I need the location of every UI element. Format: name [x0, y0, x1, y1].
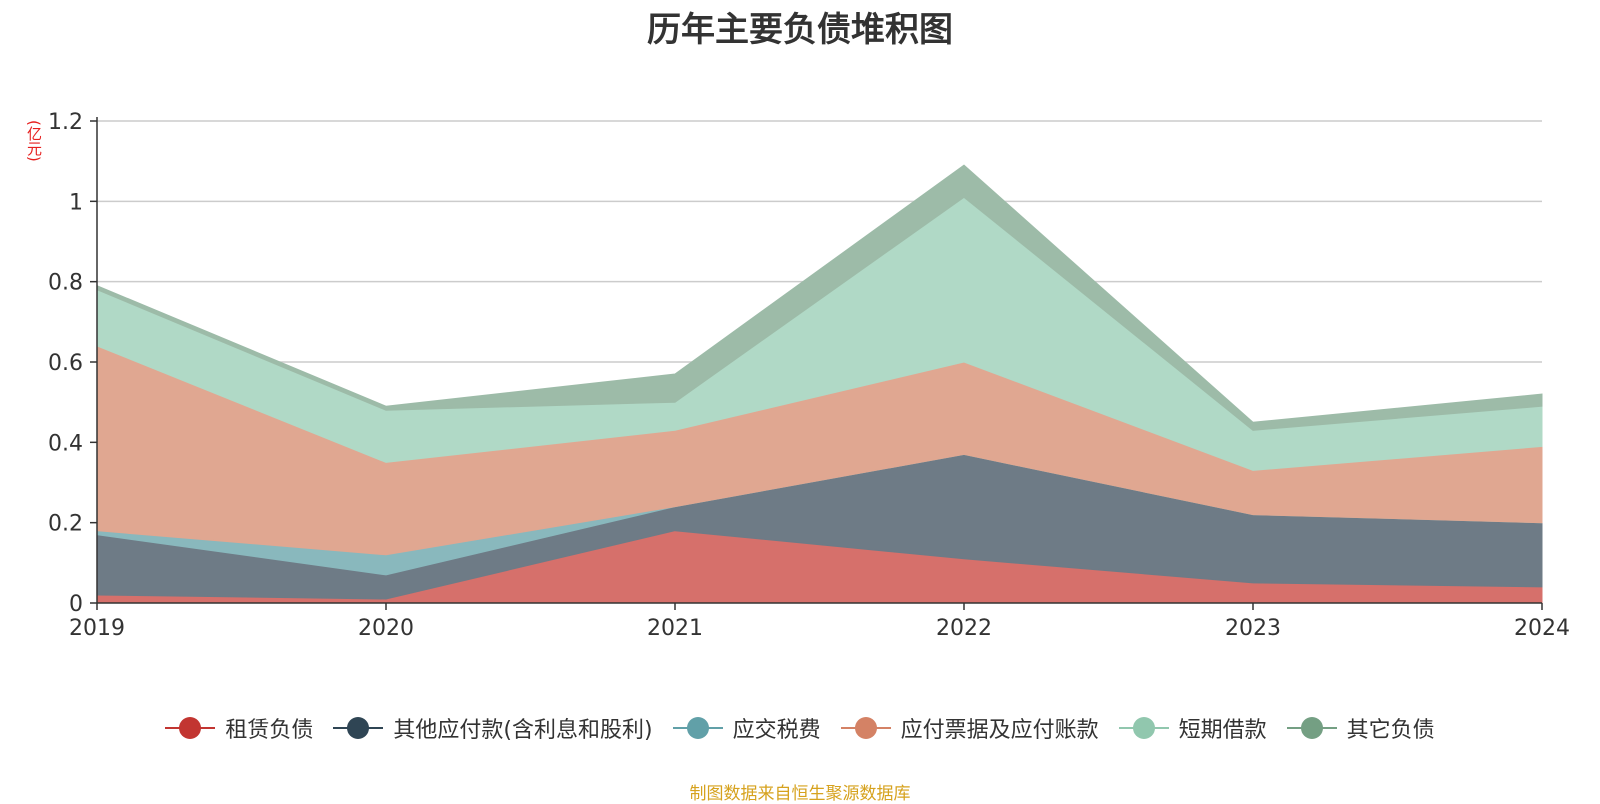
legend-item[interactable]: 应交税费	[672, 712, 821, 744]
legend-item[interactable]: 其他应付款(含利息和股利)	[333, 712, 653, 744]
y-tick-label: 1.2	[48, 110, 83, 135]
legend-label: 租赁负债	[225, 718, 314, 743]
legend-item[interactable]: 其它负债	[1286, 712, 1435, 744]
chart-title: 历年主要负债堆积图	[647, 10, 953, 50]
y-tick-label: 0.6	[48, 351, 83, 376]
y-tick-label: 0.2	[48, 512, 83, 537]
x-tick-label: 2021	[647, 616, 703, 641]
legend: 租赁负债 其他应付款(含利息和股利) 应交税费 应付票据及应付账款 短期借款 其它负债	[0, 712, 1600, 744]
source-note: 制图数据来自恒生聚源数据库	[689, 784, 911, 804]
legend-marker-icon	[1118, 716, 1169, 740]
axes: 0 0.2 0.4 0.6 0.8 1 1.2 2019 2020 2021 2022 2023 202…	[48, 110, 1570, 641]
x-tick-label: 2024	[1514, 616, 1570, 641]
y-axis-unit-label: (亿元)	[25, 120, 43, 162]
x-tick-label: 2022	[936, 616, 992, 641]
legend-marker-icon	[840, 716, 891, 740]
y-tick-label: 0	[69, 592, 83, 617]
legend-label: 应交税费	[732, 718, 821, 743]
area-series-5	[96, 164, 1543, 431]
legend-label: 其他应付款(含利息和股利)	[393, 718, 653, 743]
legend-marker-icon	[1286, 716, 1337, 740]
legend-item[interactable]: 租赁负债	[165, 712, 313, 744]
legend-label: 短期借款	[1178, 718, 1267, 743]
legend-marker-icon	[672, 716, 723, 740]
legend-marker-icon	[165, 716, 216, 740]
y-tick-label: 0.8	[48, 271, 83, 296]
legend-marker-icon	[333, 716, 384, 740]
x-tick-label: 2020	[358, 616, 414, 641]
x-tick-label: 2019	[69, 616, 125, 641]
legend-item[interactable]: 应付票据及应付账款	[840, 712, 1099, 744]
area-series	[96, 164, 1543, 604]
legend-label: 应付票据及应付账款	[900, 718, 1099, 743]
y-tick-label: 1	[69, 190, 83, 215]
y-tick-label: 0.4	[48, 431, 83, 456]
legend-label: 其它负债	[1346, 718, 1435, 743]
x-tick-label: 2023	[1225, 616, 1281, 641]
legend-item[interactable]: 短期借款	[1118, 712, 1267, 744]
